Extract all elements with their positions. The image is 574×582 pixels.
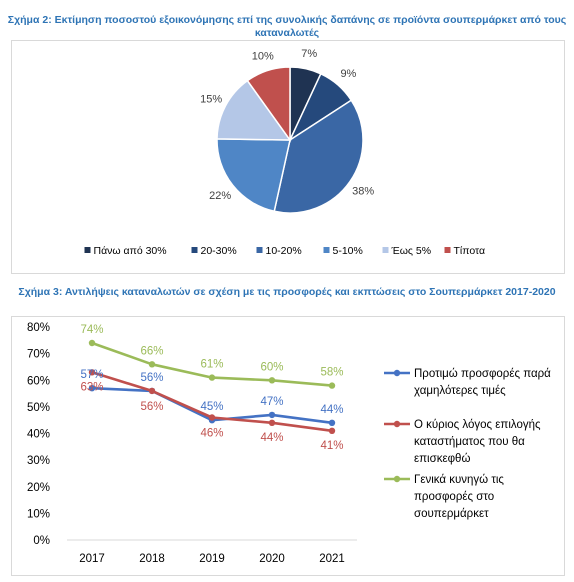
data-point	[148, 387, 156, 395]
y-tick-label: 10%	[27, 508, 50, 520]
legend-swatch	[256, 247, 263, 253]
x-tick-label: 2019	[199, 553, 225, 565]
legend-label: 20-30%	[201, 245, 237, 257]
data-label: 74%	[80, 324, 103, 336]
data-label: 60%	[260, 361, 283, 373]
y-tick-label: 40%	[27, 429, 50, 441]
pie-chart: 7% 9% 38% 22% 15% 10% Πάνω από 30% 20-30% 10-20%…	[84, 48, 486, 257]
line-chart-frame: 0% 10% 20% 30% 40% 50% 60% 70% 80% 2017 2018 2019 20…	[11, 316, 565, 576]
legend-label: Προτιμώ προσφορές παρά	[414, 368, 551, 380]
data-point	[268, 377, 276, 384]
data-label: 46%	[200, 428, 223, 440]
pie-chart-frame: 7% 9% 38% 22% 15% 10% Πάνω από 30% 20-30% 10-20%…	[11, 40, 565, 274]
legend-marker	[393, 475, 401, 483]
data-label: 57%	[80, 369, 103, 381]
data-point	[88, 369, 96, 376]
data-label: 58%	[320, 367, 343, 379]
legend-label: Τίποτα	[454, 245, 486, 257]
pie-slice	[246, 66, 291, 143]
data-point	[88, 385, 96, 392]
pie-data-label: 15%	[200, 94, 222, 106]
data-label: 47%	[260, 396, 283, 408]
pie-data-label: 38%	[352, 186, 374, 198]
legend-label: 10-20%	[266, 245, 302, 257]
data-point	[148, 361, 156, 368]
data-label: 45%	[200, 401, 223, 413]
pie-data-label: 9%	[340, 68, 356, 80]
legend-swatch	[444, 247, 451, 253]
data-point	[328, 427, 336, 434]
legend-swatch	[382, 247, 389, 253]
pie-data-label: 22%	[209, 190, 231, 202]
legend-label: Έως 5%	[391, 245, 432, 257]
data-point	[88, 339, 96, 347]
data-point	[328, 382, 336, 389]
y-tick-label: 30%	[27, 455, 50, 467]
data-point	[208, 374, 216, 381]
x-tick-label: 2017	[79, 553, 105, 565]
legend-swatch	[191, 247, 198, 253]
data-label: 44%	[320, 404, 343, 416]
data-point	[328, 419, 336, 426]
legend-label: επισκεφθώ	[414, 453, 470, 465]
legend-label: Πάνω από 30%	[94, 245, 167, 257]
legend-label: προσφορές στο	[414, 491, 494, 503]
data-label: 44%	[260, 432, 283, 444]
x-tick-label: 2020	[259, 553, 285, 565]
data-label: 66%	[140, 345, 163, 357]
x-tick-label: 2021	[319, 553, 345, 565]
pie-slice	[273, 99, 364, 214]
pie-slice	[216, 79, 292, 141]
pie-chart-title: Σχήμα 2: Εκτίμηση ποσοστού εξοικονόμησης…	[7, 14, 567, 39]
legend-label: καταστήματος που θα	[414, 436, 525, 448]
y-tick-label: 20%	[27, 482, 50, 494]
pie-slice	[216, 138, 291, 213]
legend-label: χαμηλότερες τιμές	[414, 385, 506, 397]
legend-label: Γενικά κυνηγώ τις	[414, 474, 504, 486]
y-tick-label: 50%	[27, 402, 50, 414]
legend-label: Ο κύριος λόγος επιλογής	[414, 419, 541, 431]
line-chart: 0% 10% 20% 30% 40% 50% 60% 70% 80% 2017 2018 2019 20…	[27, 322, 551, 565]
data-label: 56%	[140, 401, 163, 413]
data-label: 41%	[320, 440, 343, 452]
legend-marker	[393, 420, 401, 428]
data-point	[268, 419, 276, 426]
line-chart-title: Σχήμα 3: Αντιλήψεις καταναλωτών σε σχέση…	[18, 286, 556, 298]
data-label: 56%	[140, 372, 163, 384]
pie-data-label: 7%	[301, 48, 317, 60]
x-tick-label: 2018	[139, 553, 165, 565]
data-label: 63%	[80, 381, 103, 393]
data-label: 61%	[200, 359, 223, 371]
legend-swatch	[84, 247, 91, 253]
legend-swatch	[323, 247, 330, 253]
y-tick-label: 0%	[33, 535, 50, 547]
y-tick-label: 60%	[27, 375, 50, 387]
legend-label: 5-10%	[333, 245, 363, 257]
legend-label: σουπερμάρκετ	[414, 508, 489, 520]
pie-data-label: 10%	[252, 50, 274, 62]
data-point	[268, 411, 276, 419]
y-tick-label: 80%	[27, 322, 50, 334]
data-point	[208, 414, 216, 421]
legend-marker	[393, 369, 401, 377]
y-tick-label: 70%	[27, 349, 50, 361]
